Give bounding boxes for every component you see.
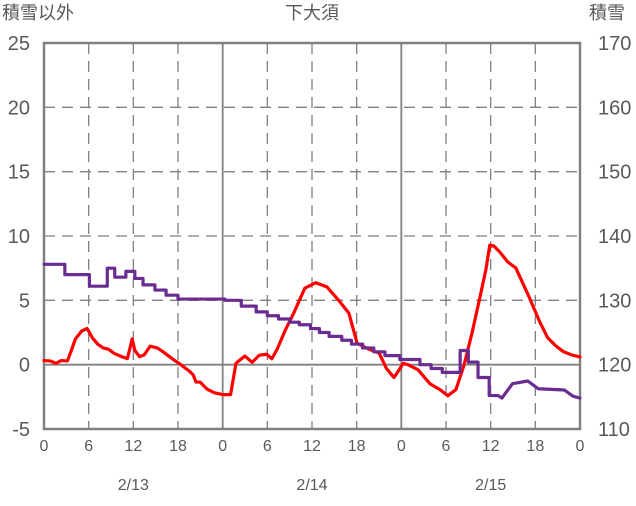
svg-text:150: 150 (598, 162, 631, 184)
svg-text:110: 110 (598, 419, 630, 441)
svg-text:140: 140 (598, 226, 631, 248)
svg-text:2/15: 2/15 (475, 477, 506, 494)
svg-text:0: 0 (218, 438, 227, 455)
svg-text:6: 6 (442, 438, 451, 455)
svg-text:2/13: 2/13 (118, 477, 149, 494)
svg-text:130: 130 (598, 290, 631, 312)
svg-text:下大須: 下大須 (285, 3, 339, 23)
svg-text:2/14: 2/14 (296, 477, 327, 494)
svg-text:積雪: 積雪 (589, 3, 625, 23)
svg-text:160: 160 (598, 97, 631, 119)
svg-text:5: 5 (19, 290, 30, 312)
svg-text:170: 170 (598, 33, 631, 55)
svg-text:12: 12 (124, 438, 142, 455)
svg-text:25: 25 (8, 33, 30, 55)
svg-text:0: 0 (40, 438, 49, 455)
svg-text:6: 6 (263, 438, 272, 455)
svg-text:120: 120 (598, 355, 631, 377)
svg-text:18: 18 (526, 438, 544, 455)
svg-text:18: 18 (169, 438, 187, 455)
svg-text:18: 18 (348, 438, 366, 455)
svg-text:0: 0 (397, 438, 406, 455)
svg-text:6: 6 (84, 438, 93, 455)
svg-text:15: 15 (8, 162, 30, 184)
svg-text:積雪以外: 積雪以外 (2, 3, 74, 23)
svg-text:12: 12 (303, 438, 321, 455)
svg-text:-5: -5 (12, 419, 30, 441)
svg-text:10: 10 (8, 226, 30, 248)
svg-text:0: 0 (19, 355, 30, 377)
svg-text:12: 12 (482, 438, 500, 455)
svg-text:20: 20 (8, 97, 30, 119)
svg-text:0: 0 (576, 438, 585, 455)
